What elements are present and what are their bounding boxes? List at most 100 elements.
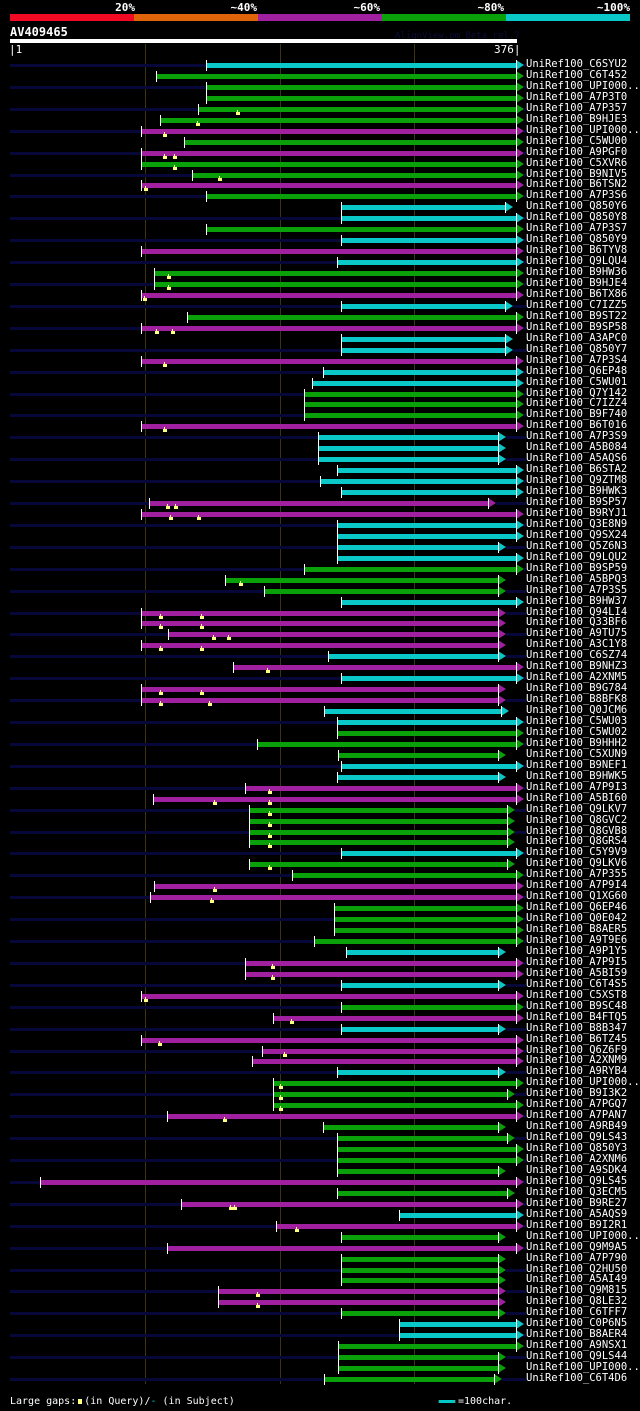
hit-bar[interactable]: [141, 151, 516, 156]
hit-row[interactable]: UniRef100_C5WU03: [0, 715, 640, 728]
hit-bar[interactable]: [337, 260, 516, 265]
hit-label[interactable]: UniRef100_Q0JCM6: [526, 704, 628, 716]
hit-bar[interactable]: [150, 895, 516, 900]
hit-label[interactable]: UniRef100_A5AI49: [526, 1273, 628, 1285]
hit-row[interactable]: UniRef100_B8BFK8: [0, 693, 640, 706]
hit-row[interactable]: UniRef100_A9RYB4: [0, 1065, 640, 1078]
hit-row[interactable]: UniRef100_Q8GRS4: [0, 835, 640, 848]
hit-row[interactable]: UniRef100_B9I2R1: [0, 1219, 640, 1232]
hit-row[interactable]: UniRef100_A5BI60: [0, 792, 640, 805]
hit-row[interactable]: UniRef100_Q2HU50: [0, 1263, 640, 1276]
hit-bar[interactable]: [141, 512, 516, 517]
hit-label[interactable]: UniRef100_A7P9I5: [526, 956, 628, 968]
hit-bar[interactable]: [346, 950, 498, 955]
hit-row[interactable]: UniRef100_C5Y9V9: [0, 846, 640, 859]
hit-label[interactable]: UniRef100_C5XVR6: [526, 157, 628, 169]
hit-bar[interactable]: [337, 720, 516, 725]
hit-label[interactable]: UniRef100_A3APC0: [526, 332, 628, 344]
hit-bar[interactable]: [337, 468, 516, 473]
hit-row[interactable]: UniRef100_Q8LE32: [0, 1295, 640, 1308]
hit-label[interactable]: UniRef100_B9HJE4: [526, 277, 628, 289]
hit-row[interactable]: UniRef100_Q1XG60: [0, 890, 640, 903]
hit-bar[interactable]: [206, 96, 516, 101]
hit-row[interactable]: UniRef100_B9SP59: [0, 562, 640, 575]
hit-row[interactable]: UniRef100_A9SDK4: [0, 1164, 640, 1177]
hit-bar[interactable]: [273, 1081, 516, 1086]
hit-row[interactable]: UniRef100_Q850Y6: [0, 200, 640, 213]
hit-bar[interactable]: [273, 1092, 507, 1097]
hit-row[interactable]: UniRef100_A7P9I5: [0, 956, 640, 969]
hit-label[interactable]: UniRef100_Q6Z6F9: [526, 1044, 628, 1056]
hit-row[interactable]: UniRef100_A3C1Y8: [0, 638, 640, 651]
hit-label[interactable]: UniRef100_C5Y9V9: [526, 846, 628, 858]
hit-label[interactable]: UniRef100_B9HJE3: [526, 113, 628, 125]
hit-bar[interactable]: [141, 687, 498, 692]
hit-bar[interactable]: [160, 118, 516, 123]
hit-row[interactable]: UniRef100_Q9M815: [0, 1284, 640, 1297]
hit-label[interactable]: UniRef100_UPI000..: [526, 124, 640, 136]
hit-bar[interactable]: [304, 402, 516, 407]
hit-label[interactable]: UniRef100_Q6EP46: [526, 901, 628, 913]
hit-row[interactable]: UniRef100_C6SZ74: [0, 649, 640, 662]
hit-row[interactable]: UniRef100_B9NHZ3: [0, 660, 640, 673]
hit-bar[interactable]: [338, 753, 498, 758]
hit-row[interactable]: UniRef100_B8AER4: [0, 1328, 640, 1341]
hit-row[interactable]: UniRef100_Q850Y3: [0, 1142, 640, 1155]
hit-row[interactable]: UniRef100_Q9LQU4: [0, 255, 640, 268]
hit-row[interactable]: UniRef100_A7P357: [0, 102, 640, 115]
hit-label[interactable]: UniRef100_C6TFF7: [526, 1306, 628, 1318]
hit-bar[interactable]: [198, 107, 516, 112]
hit-label[interactable]: UniRef100_C5WU00: [526, 135, 628, 147]
hit-row[interactable]: UniRef100_Q9LKV7: [0, 803, 640, 816]
hit-label[interactable]: UniRef100_A9TU75: [526, 627, 628, 639]
hit-bar[interactable]: [218, 1300, 498, 1305]
hit-bar[interactable]: [206, 227, 516, 232]
hit-bar[interactable]: [341, 1027, 498, 1032]
hit-row[interactable]: UniRef100_Q6EP46: [0, 901, 640, 914]
hit-row[interactable]: UniRef100_A7P790: [0, 1252, 640, 1265]
hit-row[interactable]: UniRef100_B9NEF1: [0, 759, 640, 772]
hit-bar[interactable]: [141, 994, 516, 999]
hit-label[interactable]: UniRef100_B9HWK3: [526, 485, 628, 497]
hit-label[interactable]: UniRef100_A9T9E6: [526, 934, 628, 946]
hit-row[interactable]: UniRef100_Q8GVC2: [0, 814, 640, 827]
hit-row[interactable]: UniRef100_B9HW36: [0, 266, 640, 279]
hit-bar[interactable]: [341, 238, 516, 243]
hit-bar[interactable]: [337, 1147, 516, 1152]
hit-row[interactable]: UniRef100_Q33BF6: [0, 616, 640, 629]
hit-row[interactable]: UniRef100_A5AQS6: [0, 452, 640, 465]
hit-label[interactable]: UniRef100_C5WU02: [526, 726, 628, 738]
hit-label[interactable]: UniRef100_B6TYV8: [526, 244, 628, 256]
hit-row[interactable]: UniRef100_A3APC0: [0, 332, 640, 345]
hit-row[interactable]: UniRef100_A7PAN7: [0, 1109, 640, 1122]
hit-row[interactable]: UniRef100_A7P3T0: [0, 91, 640, 104]
hit-bar[interactable]: [338, 1344, 516, 1349]
hit-label[interactable]: UniRef100_A9P1Y5: [526, 945, 628, 957]
hit-label[interactable]: UniRef100_Q1XG60: [526, 890, 628, 902]
hit-bar[interactable]: [334, 928, 516, 933]
hit-bar[interactable]: [341, 205, 505, 210]
hit-row[interactable]: UniRef100_B9SC48: [0, 1000, 640, 1013]
hit-bar[interactable]: [304, 392, 516, 397]
hit-bar[interactable]: [341, 490, 516, 495]
hit-row[interactable]: UniRef100_A9T9E6: [0, 934, 640, 947]
hit-bar[interactable]: [341, 1235, 498, 1240]
hit-row[interactable]: UniRef100_Q9LQU2: [0, 551, 640, 564]
hit-bar[interactable]: [245, 786, 516, 791]
hit-label[interactable]: UniRef100_Q94LI4: [526, 606, 628, 618]
hit-label[interactable]: UniRef100_Q33BF6: [526, 616, 628, 628]
hit-label[interactable]: UniRef100_A7P3S9: [526, 430, 628, 442]
hit-bar[interactable]: [262, 1049, 516, 1054]
hit-label[interactable]: UniRef100_A2XNM5: [526, 671, 628, 683]
hit-bar[interactable]: [328, 654, 498, 659]
hit-row[interactable]: UniRef100_Q9SX24: [0, 529, 640, 542]
hit-row[interactable]: UniRef100_A7P9I4: [0, 879, 640, 892]
hit-row[interactable]: UniRef100_A9PGF0: [0, 146, 640, 159]
hit-label[interactable]: UniRef100_Q5Z6N3: [526, 540, 628, 552]
hit-label[interactable]: UniRef100_Q9M9A5: [526, 1241, 628, 1253]
hit-bar[interactable]: [141, 162, 516, 167]
hit-bar[interactable]: [187, 315, 516, 320]
hit-label[interactable]: UniRef100_Q8GVB8: [526, 825, 628, 837]
hit-row[interactable]: UniRef100_UPI000..: [0, 1230, 640, 1243]
hit-label[interactable]: UniRef100_A5AQS6: [526, 452, 628, 464]
